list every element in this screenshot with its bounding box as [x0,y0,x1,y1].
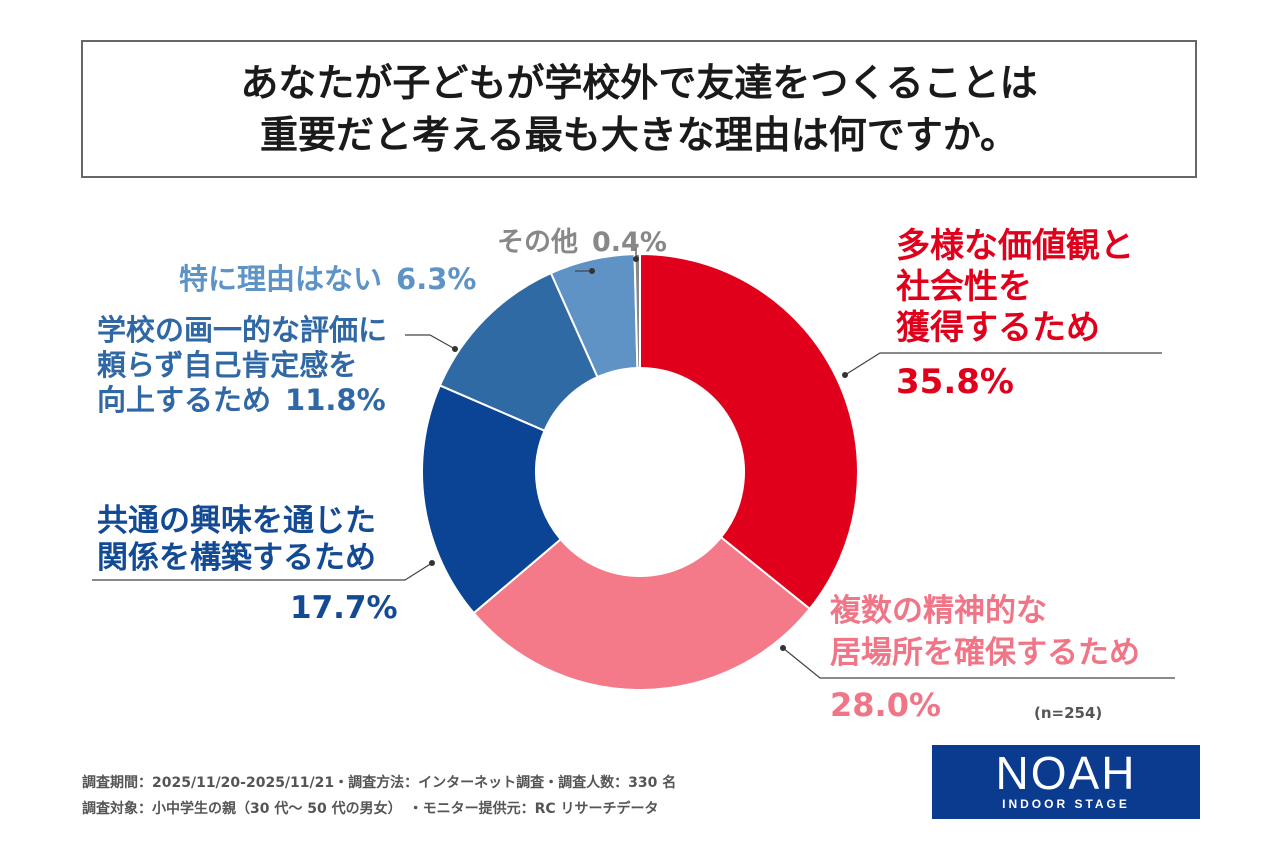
footnote-survey-period: 調査期間：2025/11/20-2025/11/21・調査方法：インターネット調… [82,775,677,791]
title-line-2: 重要だと考える最も大きな理由は何ですか。 [259,113,1019,157]
label-mental-place: 複数の精神的な 居場所を確保するため [830,593,1140,671]
leader-dot-other [633,256,639,262]
label-diverse-values: 多様な価値観と 社会性を 獲得するため [896,226,1134,348]
slice-diverse-values [639,252,859,611]
leader-self-esteem [405,334,456,350]
slice-shared-interests [421,384,563,615]
value-shared-interests: 17.7% [290,590,398,626]
leader-diverse-values [844,352,1162,376]
leader-shared-interests [92,562,433,581]
label-other: その他 0.4% [497,227,667,258]
slice-mental-place [472,535,812,691]
leader-mental-place [782,647,1175,679]
leader-dot-self-esteem [452,346,458,352]
label-no-reason: 特に理由はない 6.3% [179,262,477,296]
label-self-esteem: 学校の画一的な評価に 頼らず自己肯定感を 向上するため 11.8% [97,313,388,417]
sample-size: (n=254) [1034,704,1103,722]
leader-dot-diverse-values [842,372,848,378]
title-line-1: あなたが子どもが学校外で友達をつくることは [240,61,1038,105]
logo-tagline: INDOOR STAGE [1002,797,1130,811]
noah-logo: NOAH INDOOR STAGE [932,745,1200,819]
value-mental-place: 28.0% [830,686,942,724]
leader-dot-shared-interests [429,560,435,566]
value-diverse-values: 35.8% [896,362,1014,402]
value-self-esteem: 11.8% [285,383,386,417]
leader-dot-no-reason [589,268,595,274]
value-no-reason: 6.3% [396,262,477,296]
label-shared-interests: 共通の興味を通じた 関係を構築するため [97,503,376,576]
value-other: 0.4% [592,227,667,258]
title-box: あなたが子どもが学校外で友達をつくることは 重要だと考える最も大きな理由は何です… [81,40,1197,178]
logo-wordmark: NOAH [995,747,1137,799]
footnote-survey-target: 調査対象：小中学生の親（30 代～ 50 代の男女） ・モニター提供元：RC リ… [82,801,659,817]
leader-dot-mental-place [780,645,786,651]
